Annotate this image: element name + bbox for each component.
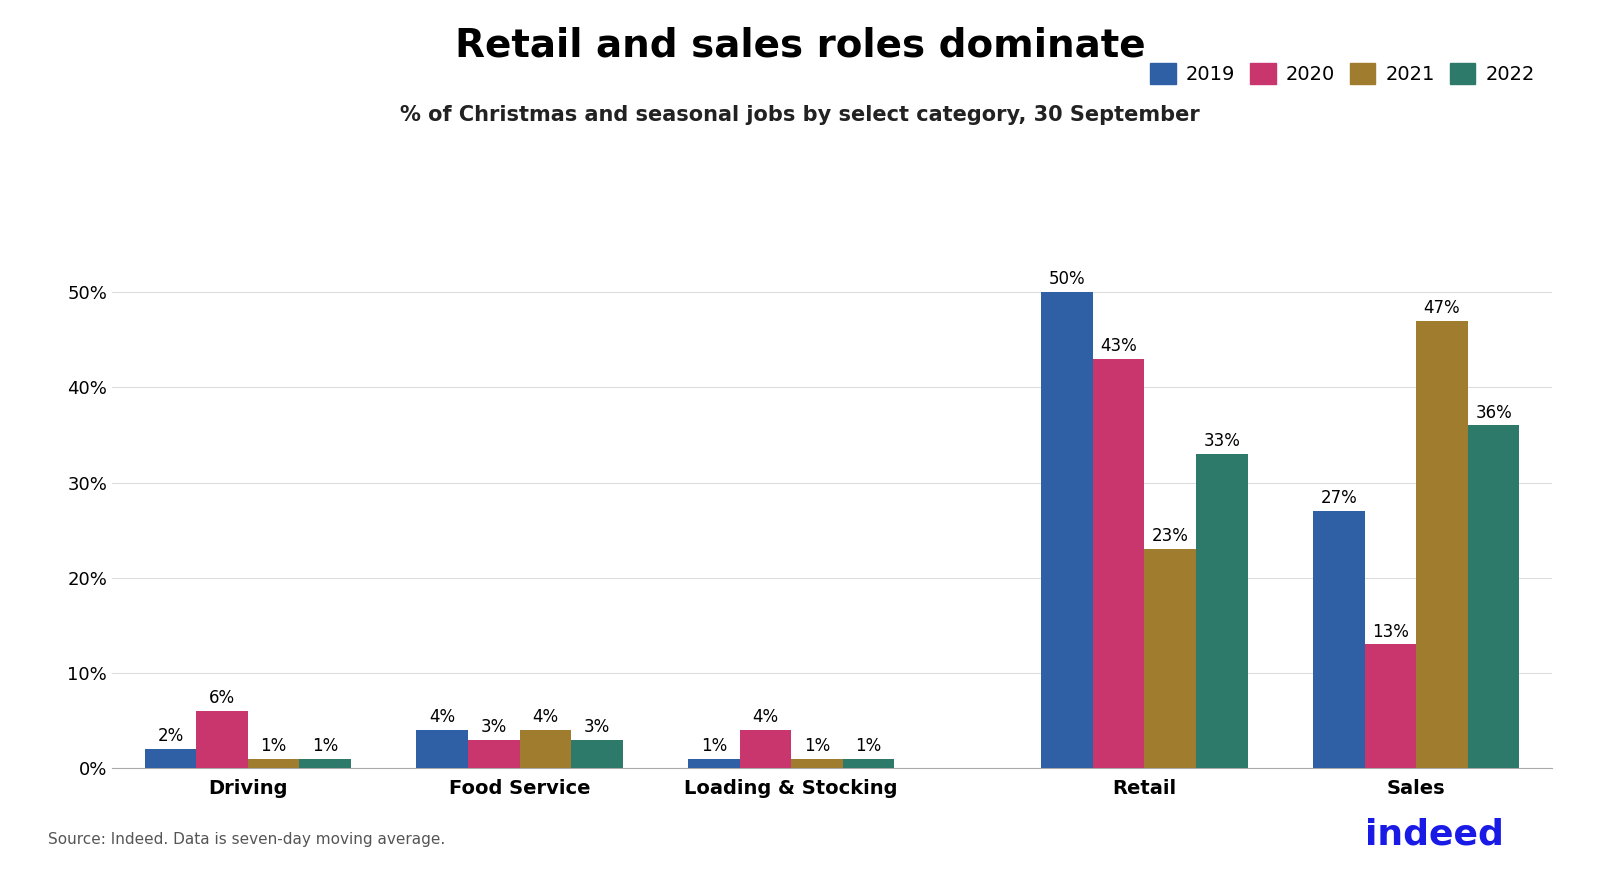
Text: 2%: 2% [157, 727, 184, 746]
Bar [688, 759, 739, 768]
Text: 1%: 1% [701, 737, 726, 755]
Text: 4%: 4% [752, 708, 779, 726]
Text: 27%: 27% [1320, 489, 1357, 507]
Text: 6%: 6% [210, 690, 235, 707]
Bar [739, 730, 792, 768]
Text: 1%: 1% [803, 737, 830, 755]
Bar [520, 730, 571, 768]
Text: 47%: 47% [1424, 299, 1461, 317]
Text: 36%: 36% [1475, 403, 1512, 422]
Text: 1%: 1% [261, 737, 286, 755]
Bar [467, 739, 520, 768]
Bar [792, 759, 843, 768]
Bar [1144, 549, 1197, 768]
Bar [1093, 359, 1144, 768]
Text: indeed: indeed [1365, 817, 1504, 851]
Bar [248, 759, 299, 768]
Bar [197, 711, 248, 768]
Text: 4%: 4% [429, 708, 454, 726]
Text: Source: Indeed. Data is seven-day moving average.: Source: Indeed. Data is seven-day moving… [48, 832, 445, 847]
Bar [1314, 511, 1365, 768]
Bar [1467, 425, 1520, 768]
Text: Retail and sales roles dominate: Retail and sales roles dominate [454, 26, 1146, 65]
Text: 4%: 4% [533, 708, 558, 726]
Bar [299, 759, 350, 768]
Bar [1042, 292, 1093, 768]
Text: 50%: 50% [1048, 271, 1085, 288]
Bar [416, 730, 467, 768]
Bar [144, 749, 197, 768]
Legend: 2019, 2020, 2021, 2022: 2019, 2020, 2021, 2022 [1142, 55, 1542, 92]
Text: 1%: 1% [312, 737, 339, 755]
Text: 1%: 1% [856, 737, 882, 755]
Bar [571, 739, 622, 768]
Text: 23%: 23% [1152, 527, 1189, 546]
Bar [1365, 644, 1416, 768]
Text: 33%: 33% [1203, 432, 1240, 450]
Text: 3%: 3% [480, 718, 507, 736]
Text: 3%: 3% [584, 718, 610, 736]
Text: 43%: 43% [1101, 337, 1138, 355]
Text: 13%: 13% [1371, 622, 1408, 641]
Bar [1197, 454, 1248, 768]
Bar [843, 759, 894, 768]
Text: % of Christmas and seasonal jobs by select category, 30 September: % of Christmas and seasonal jobs by sele… [400, 105, 1200, 125]
Bar [1416, 320, 1467, 768]
